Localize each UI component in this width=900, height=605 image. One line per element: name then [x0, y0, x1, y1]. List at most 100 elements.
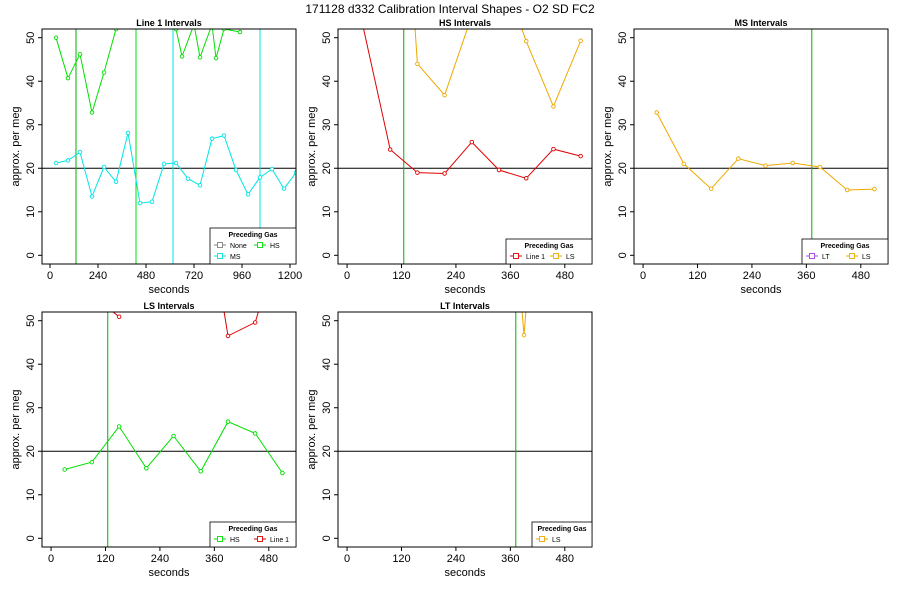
x-tick-label: 240 [89, 270, 107, 282]
x-tick-label: 480 [137, 270, 155, 282]
y-tick-label: 20 [321, 162, 333, 174]
figure-title: 171128 d332 Calibration Interval Shapes … [305, 2, 595, 16]
x-tick-label: 240 [447, 270, 465, 282]
chart-title: LS Intervals [143, 301, 194, 311]
data-point [257, 175, 263, 180]
x-axis-label: seconds [445, 284, 486, 296]
legend: Preceding Gas LS [531, 521, 593, 548]
data-point [161, 161, 167, 167]
legend-label: None [230, 243, 247, 250]
y-axis-label: approx. per meg [602, 106, 614, 186]
data-point [77, 149, 83, 155]
legend-swatch-marker [257, 536, 263, 542]
legend-label: HS [230, 537, 240, 544]
x-tick-label: 0 [344, 270, 350, 282]
data-point [520, 306, 524, 310]
data-point [197, 55, 203, 60]
legend-label: LS [862, 254, 871, 261]
x-axis-label: seconds [149, 567, 190, 579]
data-point [258, 306, 262, 310]
data-point [387, 147, 393, 152]
legend-box [531, 521, 593, 548]
x-tick-label: 120 [688, 270, 706, 282]
y-tick-label: 40 [321, 358, 333, 370]
chart-title: MS Intervals [734, 18, 787, 28]
legend-box [505, 238, 593, 265]
legend-label: Line 1 [270, 537, 289, 544]
legend-title: Preceding Gas [537, 526, 586, 533]
data-point [113, 179, 119, 184]
y-tick-label: 10 [321, 489, 333, 501]
data-point [736, 156, 741, 161]
data-point [578, 38, 583, 44]
y-tick-label: 10 [617, 206, 629, 218]
x-tick-label: 120 [392, 270, 410, 282]
data-point [89, 194, 95, 199]
legend-swatch-marker [257, 242, 263, 248]
data-point [173, 160, 179, 166]
y-tick-label: 50 [321, 32, 333, 44]
x-axis-label: seconds [445, 567, 486, 579]
x-tick-label: 360 [205, 553, 223, 565]
legend-label: LT [822, 254, 830, 261]
y-tick-label: 40 [617, 75, 629, 87]
plot-frame [337, 311, 593, 548]
chart-title: HS Intervals [439, 18, 491, 28]
data-point [281, 186, 287, 191]
data-point [233, 167, 239, 173]
y-tick-label: 50 [25, 32, 37, 44]
data-point [523, 38, 529, 44]
data-point [790, 160, 796, 166]
data-point [213, 55, 219, 61]
legend-swatch-marker [553, 253, 559, 259]
x-tick-label: 360 [797, 270, 815, 282]
data-point [65, 158, 71, 163]
data-point [225, 419, 231, 424]
y-axis-label: approx. per meg [10, 106, 22, 186]
x-tick-label: 240 [743, 270, 761, 282]
data-point [116, 424, 122, 429]
legend-box [209, 521, 297, 548]
data-point [523, 176, 529, 181]
legend-label: HS [270, 243, 280, 250]
y-tick-label: 30 [321, 402, 333, 414]
data-point [681, 161, 687, 167]
y-axis-label: approx. per meg [10, 389, 22, 469]
data-point [654, 110, 659, 115]
data-point [872, 186, 877, 192]
data-point [245, 192, 251, 197]
x-tick-label: 360 [501, 553, 519, 565]
x-axis-label: seconds [741, 284, 782, 296]
legend-label: LS [566, 254, 575, 261]
data-point [469, 139, 475, 145]
data-point [817, 164, 823, 170]
x-tick-label: 480 [556, 270, 574, 282]
chart-panel: MS Intervals 0 120 240 360 480 0 10 20 30 40 50 seco… [602, 18, 889, 296]
y-tick-label: 10 [321, 206, 333, 218]
data-point [415, 61, 420, 67]
plot-frame [41, 28, 297, 265]
y-tick-label: 0 [25, 535, 37, 541]
data-point [77, 51, 83, 57]
y-tick-label: 50 [321, 315, 333, 327]
data-point [237, 29, 243, 35]
legend-title: Preceding Gas [524, 243, 573, 250]
data-point [521, 332, 527, 338]
data-point [415, 170, 420, 175]
x-tick-label: 960 [233, 270, 251, 282]
y-axis-label: approx. per meg [306, 106, 318, 186]
y-tick-label: 30 [617, 119, 629, 131]
data-point [210, 23, 214, 27]
data-point [106, 306, 110, 310]
legend: Preceding Gas LT LS [801, 238, 889, 265]
y-tick-label: 30 [25, 119, 37, 131]
data-point [708, 186, 714, 191]
data-point [221, 133, 227, 138]
data-point [101, 164, 107, 170]
data-point [89, 459, 95, 465]
data-point [222, 306, 226, 310]
data-point [101, 70, 107, 75]
legend-swatch-marker [217, 242, 223, 248]
legend-swatch-marker [217, 253, 223, 259]
